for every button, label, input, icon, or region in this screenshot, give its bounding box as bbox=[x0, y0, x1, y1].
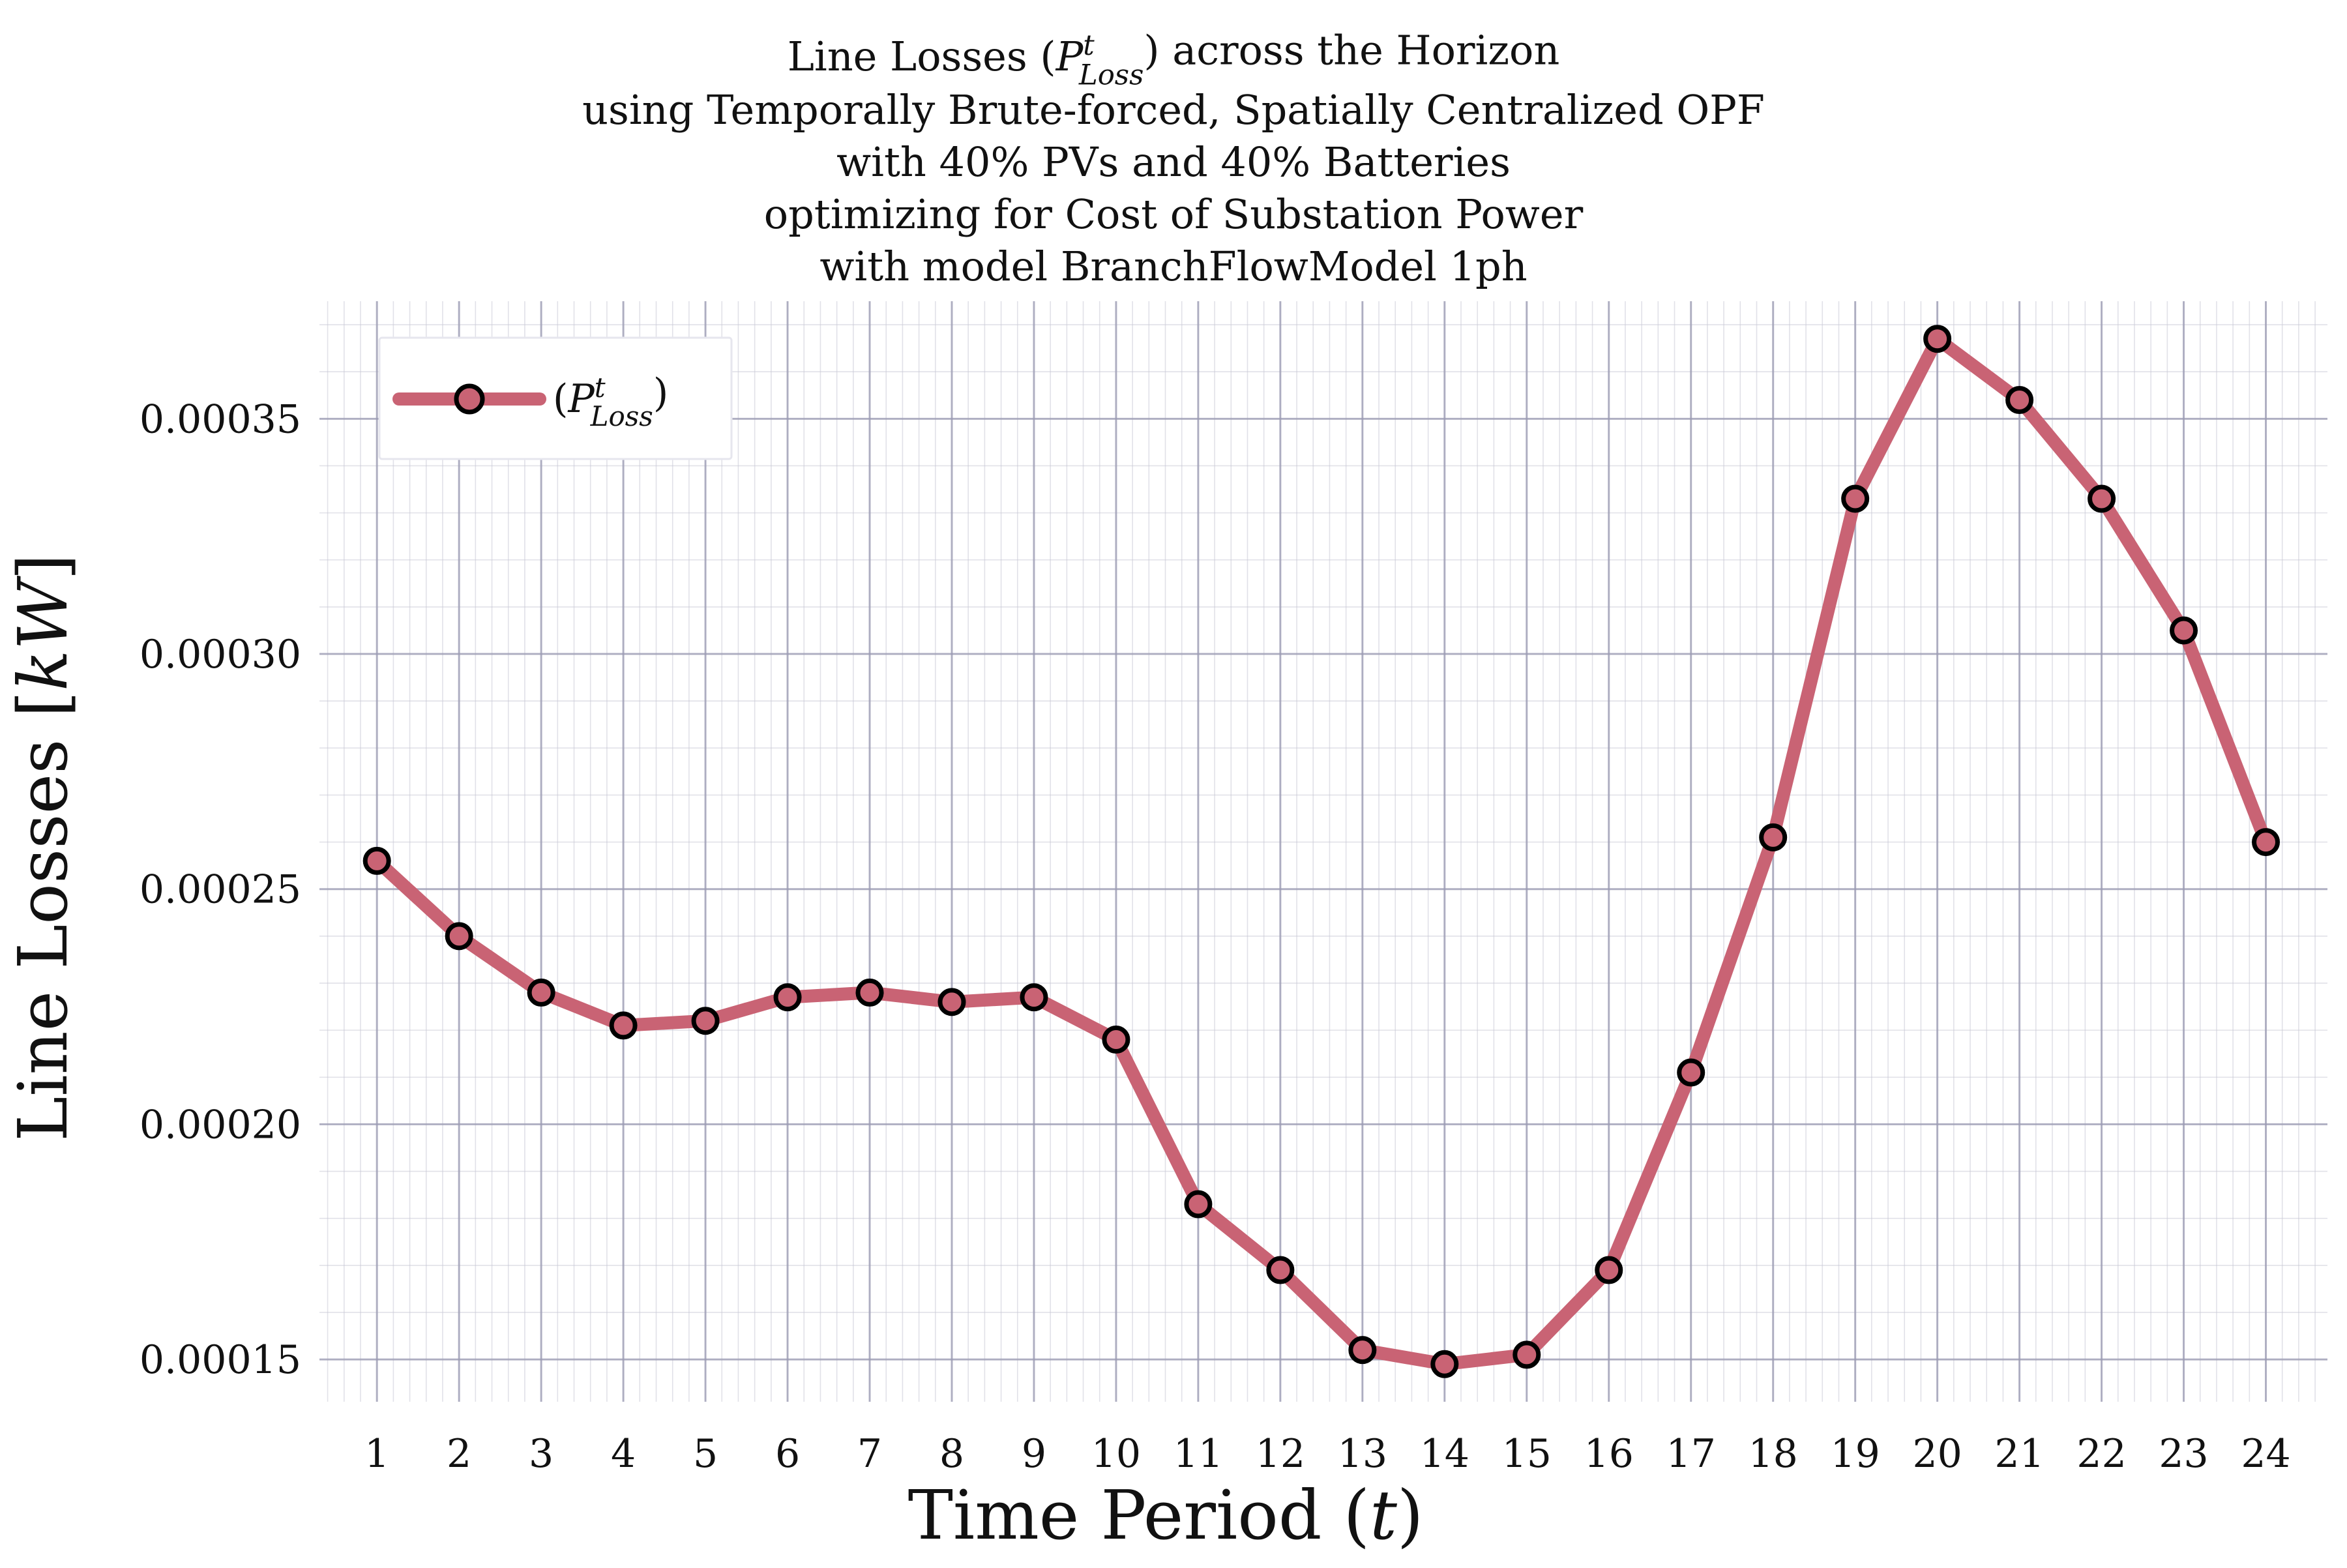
legend-box bbox=[378, 336, 733, 460]
x-tick-label: 16 bbox=[1584, 1431, 1634, 1477]
data-point bbox=[1841, 484, 1870, 513]
x-tick-label: 6 bbox=[775, 1431, 800, 1477]
x-tick-label: 11 bbox=[1174, 1431, 1223, 1477]
chart-title: Line Losses (Pt Loss) across the Horizon … bbox=[582, 27, 1765, 290]
y-tick-label: 0.00030 bbox=[140, 632, 301, 677]
y-axis-label: Line Losses [kW] bbox=[3, 554, 83, 1141]
x-tick-label: 7 bbox=[857, 1431, 882, 1477]
data-point bbox=[1595, 1256, 1623, 1284]
y-tick-label: 0.00020 bbox=[140, 1102, 301, 1147]
x-tick-label: 18 bbox=[1749, 1431, 1798, 1477]
data-point bbox=[691, 1007, 720, 1035]
series-line bbox=[370, 332, 2273, 1371]
x-tick-label: 22 bbox=[2076, 1431, 2126, 1477]
chart-title-line-5: with model BranchFlowModel 1ph bbox=[819, 243, 1527, 290]
series-layer bbox=[362, 325, 2281, 1378]
minor-grid bbox=[319, 301, 2327, 1402]
chart-title-line-4: optimizing for Cost of Substation Power bbox=[764, 190, 1584, 238]
data-point bbox=[1184, 1190, 1213, 1219]
data-point bbox=[2170, 616, 2198, 645]
chart-title-line-2: using Temporally Brute-forced, Spatially… bbox=[582, 86, 1765, 134]
x-tick-label: 19 bbox=[1830, 1431, 1880, 1477]
data-point bbox=[1348, 1336, 1377, 1365]
data-point bbox=[609, 1011, 638, 1040]
chart-title-line-1: Line Losses (Pt Loss) across the Horizon bbox=[788, 27, 1560, 92]
y-axis-ticks: 0.00015 0.00020 0.00025 0.00030 0.00035 bbox=[140, 396, 301, 1383]
x-tick-label: 15 bbox=[1502, 1431, 1552, 1477]
x-tick-label: 14 bbox=[1420, 1431, 1469, 1477]
y-tick-label: 0.00015 bbox=[140, 1337, 301, 1383]
x-tick-label: 3 bbox=[529, 1431, 554, 1477]
y-tick-label: 0.00035 bbox=[140, 396, 301, 442]
x-tick-label: 10 bbox=[1091, 1431, 1141, 1477]
data-point bbox=[773, 983, 802, 1012]
x-tick-label: 17 bbox=[1666, 1431, 1716, 1477]
x-tick-label: 4 bbox=[611, 1431, 636, 1477]
data-point bbox=[2005, 385, 2034, 414]
major-grid bbox=[319, 301, 2327, 1402]
x-tick-label: 9 bbox=[1022, 1431, 1046, 1477]
chart-title-line-3: with 40% PVs and 40% Batteries bbox=[836, 138, 1511, 186]
x-tick-label: 12 bbox=[1256, 1431, 1305, 1477]
legend: (Pt Loss) bbox=[378, 336, 733, 460]
data-point bbox=[1102, 1026, 1130, 1054]
x-tick-label: 2 bbox=[447, 1431, 471, 1477]
data-point bbox=[1677, 1058, 1705, 1087]
data-point bbox=[1266, 1256, 1295, 1284]
data-point bbox=[445, 922, 473, 951]
legend-marker-swatch bbox=[454, 383, 485, 415]
data-point bbox=[2252, 828, 2281, 857]
data-point bbox=[937, 988, 966, 1016]
x-tick-label: 24 bbox=[2241, 1431, 2290, 1477]
x-tick-label: 20 bbox=[1912, 1431, 1962, 1477]
x-axis-label: Time Period (t) bbox=[908, 1475, 1424, 1555]
data-point bbox=[1020, 983, 1048, 1012]
data-point bbox=[527, 978, 555, 1007]
data-point bbox=[1759, 823, 1788, 851]
x-tick-label: 21 bbox=[1994, 1431, 2044, 1477]
x-tick-label: 23 bbox=[2159, 1431, 2208, 1477]
x-tick-label: 5 bbox=[693, 1431, 718, 1477]
y-tick-label: 0.00025 bbox=[140, 867, 301, 913]
x-tick-label: 8 bbox=[939, 1431, 964, 1477]
data-point bbox=[1430, 1350, 1459, 1378]
data-point bbox=[1923, 325, 1952, 353]
data-point bbox=[362, 846, 391, 875]
data-point bbox=[1513, 1340, 1541, 1369]
data-point bbox=[855, 978, 884, 1007]
x-axis-ticks: 1 2 3 4 5 6 7 8 9 10 11 12 13 14 15 16 17 18 19 20 21 22 23 24 bbox=[364, 1431, 2291, 1477]
data-point bbox=[2088, 484, 2116, 513]
x-tick-label: 1 bbox=[364, 1431, 389, 1477]
x-tick-label: 13 bbox=[1338, 1431, 1387, 1477]
legend-label: (Pt Loss) bbox=[553, 370, 668, 432]
